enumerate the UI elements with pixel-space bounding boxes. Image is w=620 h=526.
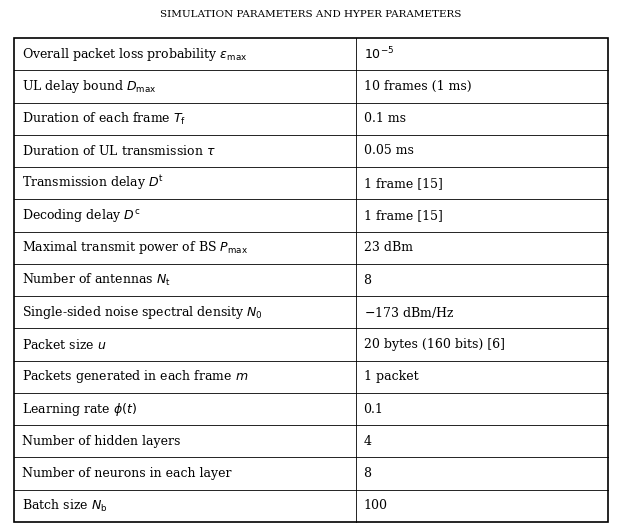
Text: Transmission delay $D^{\mathrm{t}}$: Transmission delay $D^{\mathrm{t}}$	[22, 174, 164, 193]
Text: UL delay bound $D_{\mathrm{max}}$: UL delay bound $D_{\mathrm{max}}$	[22, 78, 157, 95]
Text: Learning rate $\phi(t)$: Learning rate $\phi(t)$	[22, 401, 137, 418]
Text: Number of antennas $N_{\mathrm{t}}$: Number of antennas $N_{\mathrm{t}}$	[22, 272, 170, 288]
Text: 1 frame [15]: 1 frame [15]	[363, 209, 443, 222]
Text: 20 bytes (160 bits) [6]: 20 bytes (160 bits) [6]	[363, 338, 505, 351]
Text: 1 packet: 1 packet	[363, 370, 418, 383]
Text: 23 dBm: 23 dBm	[363, 241, 412, 254]
Text: 1 frame [15]: 1 frame [15]	[363, 177, 443, 190]
Text: Duration of each frame $T_{\mathrm{f}}$: Duration of each frame $T_{\mathrm{f}}$	[22, 110, 187, 127]
Text: $-$173 dBm/Hz: $-$173 dBm/Hz	[363, 305, 454, 320]
Text: Single-sided noise spectral density $N_0$: Single-sided noise spectral density $N_0…	[22, 304, 263, 321]
Text: 100: 100	[363, 499, 388, 512]
Text: Number of hidden layers: Number of hidden layers	[22, 435, 180, 448]
Text: SIMULATION PARAMETERS AND HYPER PARAMETERS: SIMULATION PARAMETERS AND HYPER PARAMETE…	[161, 10, 462, 19]
Text: Overall packet loss probability $\varepsilon_{\mathrm{max}}$: Overall packet loss probability $\vareps…	[22, 46, 247, 63]
Text: 0.1 ms: 0.1 ms	[363, 112, 405, 125]
Text: 8: 8	[363, 467, 371, 480]
Text: 4: 4	[363, 435, 371, 448]
Text: 10 frames (1 ms): 10 frames (1 ms)	[363, 80, 471, 93]
Text: 8: 8	[363, 274, 371, 287]
Text: Number of neurons in each layer: Number of neurons in each layer	[22, 467, 231, 480]
Text: Maximal transmit power of BS $P_{\mathrm{max}}$: Maximal transmit power of BS $P_{\mathrm…	[22, 239, 248, 256]
Text: Packet size $u$: Packet size $u$	[22, 338, 107, 351]
Text: 0.1: 0.1	[363, 402, 383, 416]
Text: 0.05 ms: 0.05 ms	[363, 145, 414, 157]
Text: Batch size $N_{\mathrm{b}}$: Batch size $N_{\mathrm{b}}$	[22, 498, 107, 514]
Text: $10^{-5}$: $10^{-5}$	[363, 46, 394, 63]
Text: Packets generated in each frame $m$: Packets generated in each frame $m$	[22, 368, 249, 386]
Text: Duration of UL transmission $\tau$: Duration of UL transmission $\tau$	[22, 144, 216, 158]
Text: Decoding delay $D^{\mathrm{c}}$: Decoding delay $D^{\mathrm{c}}$	[22, 207, 141, 224]
